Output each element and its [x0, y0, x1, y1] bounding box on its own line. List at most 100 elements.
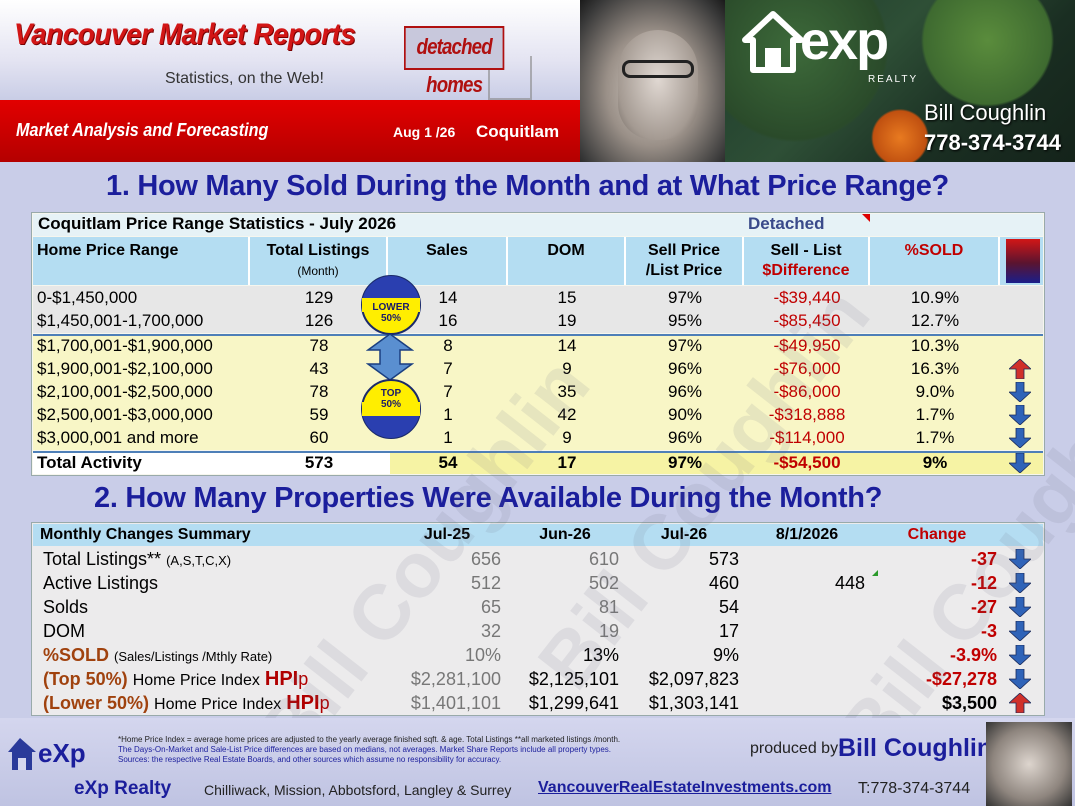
total-dom: 17 — [557, 453, 577, 472]
house-outline-icon — [488, 56, 532, 100]
summary-label: %SOLD (Sales/Listings /Mthly Rate) — [43, 645, 273, 665]
summary-current — [753, 667, 865, 691]
total-band-left — [33, 451, 390, 474]
summary-col-change: Change — [907, 526, 967, 543]
summary-jul26: $1,303,141 — [648, 693, 739, 713]
cell-pct: 16.3% — [910, 359, 960, 378]
cell-sales: 8 — [443, 336, 453, 355]
exp-logo-sub: REALTY — [868, 74, 919, 85]
footer-website-link[interactable]: VancouverRealEstateInvestments.com — [538, 779, 832, 796]
cell-ratio: 96% — [667, 359, 703, 378]
col-header-dom: DOM — [508, 237, 626, 285]
summary-jul26: 17 — [718, 621, 739, 641]
report-date: Aug 1 /26 — [393, 124, 456, 140]
cell-pct: 12.7% — [910, 311, 960, 330]
cell-listings: 59 — [309, 405, 329, 424]
top-badge-text: TOP 50% — [380, 388, 402, 410]
report-city: Coquitlam — [476, 122, 560, 141]
cell-dom: 42 — [557, 405, 577, 424]
summary-jun26: 19 — [598, 621, 619, 641]
cell-range: $3,000,001 and more — [37, 428, 199, 447]
summary-jul25: 656 — [470, 549, 501, 569]
total-sales: 54 — [438, 453, 458, 472]
cell-sales: 7 — [443, 359, 453, 378]
down-arrow-icon — [1009, 382, 1031, 402]
comment-marker-icon — [872, 570, 878, 576]
summary-label: Solds — [43, 597, 89, 617]
cell-dom: 9 — [562, 428, 572, 447]
section2-title: 2. How Many Properties Were Available Du… — [94, 482, 883, 514]
total-band-right — [390, 451, 1043, 474]
summary-jul25: 512 — [470, 573, 501, 593]
range-split-arrow-icon — [366, 334, 414, 380]
down-arrow-icon — [1009, 669, 1031, 689]
summary-jul25: 32 — [480, 621, 501, 641]
down-arrow-icon — [1009, 428, 1031, 448]
table-row: $2,100,001-$2,500,000 78 7 35 96% -$86,000 9.0… — [33, 380, 1043, 403]
up-arrow-icon — [1009, 359, 1031, 379]
agent-name: Bill Coughlin — [924, 100, 1047, 125]
cell-sales: 1 — [443, 405, 453, 424]
cell-range: $2,100,001-$2,500,000 — [37, 382, 213, 401]
header-red-bar — [0, 100, 580, 162]
upper-half-band — [33, 334, 1043, 450]
summary-current — [753, 619, 865, 643]
summary-current — [753, 547, 865, 571]
col-header-sales: Sales — [388, 237, 508, 285]
lower-50-badge — [361, 275, 421, 335]
cell-pct: 1.7% — [915, 405, 955, 424]
cell-range: $2,500,001-$3,000,000 — [37, 405, 213, 424]
summary-label: DOM — [43, 621, 85, 641]
comment-marker-icon — [862, 214, 870, 222]
lower-badge-text: LOWER 50% — [372, 302, 410, 324]
cell-listings: 43 — [309, 359, 329, 378]
footer-exp-logo-icon — [8, 738, 36, 770]
col-header-pct-sold: %SOLD — [870, 237, 1000, 285]
table-row: $3,000,001 and more 60 1 9 96% -$114,000 1.7% — [33, 426, 1043, 449]
summary-jul26: 460 — [708, 573, 739, 593]
agent-photo-glasses — [622, 60, 694, 78]
table-row: $1,900,001-$2,100,000 43 7 9 96% -$76,000 16.3… — [33, 357, 1043, 380]
summary-row: Solds 65 81 54 -27 — [33, 595, 1043, 619]
brand-title: Vancouver Market Reports — [14, 18, 356, 51]
cell-pct: 10.3% — [910, 336, 960, 355]
cell-ratio: 96% — [667, 382, 703, 401]
cell-listings: 60 — [309, 428, 329, 447]
cell-dom: 35 — [557, 382, 577, 401]
summary-col-jul25: Jul-25 — [423, 526, 471, 543]
total-ratio: 97% — [667, 453, 703, 472]
summary-jun26: 610 — [588, 549, 619, 569]
cell-ratio: 97% — [667, 336, 703, 355]
produced-by-label: produced by: — [750, 740, 843, 757]
summary-current: 448 — [834, 573, 865, 593]
cell-range: 0-$1,450,000 — [37, 288, 138, 307]
cell-pct: 10.9% — [910, 288, 960, 307]
summary-col-jul26: Jul-26 — [660, 526, 708, 543]
cell-listings: 78 — [309, 336, 329, 355]
cell-diff: -$318,888 — [768, 405, 846, 424]
table-row: $1,700,001-$1,900,000 78 8 14 97% -$49,950 10.… — [33, 334, 1043, 357]
total-down-arrow-icon — [1009, 453, 1031, 473]
summary-jul25: 65 — [480, 597, 501, 617]
col-header-sell-list: Sell Price/List Price — [626, 237, 744, 285]
summary-change: -3.9% — [949, 645, 997, 665]
cell-sales: 7 — [443, 382, 453, 401]
summary-jun26: 502 — [588, 573, 619, 593]
summary-jun26: $2,125,101 — [528, 669, 619, 689]
summary-jun26: 81 — [598, 597, 619, 617]
summary-jul26: 54 — [718, 597, 739, 617]
cell-range: $1,700,001-$1,900,000 — [37, 336, 213, 355]
summary-col-label: Monthly Changes Summary — [40, 526, 251, 543]
brand-tagline: Statistics, on the Web! — [165, 70, 324, 87]
summary-jul25: $1,401,101 — [410, 693, 501, 713]
summary-header-row — [33, 524, 1043, 546]
summary-jun26: $1,299,641 — [528, 693, 619, 713]
summary-jul25: 10% — [464, 645, 501, 665]
summary-label: Total Listings** (A,S,T,C,X) — [43, 549, 232, 569]
summary-label: Active Listings — [43, 573, 159, 593]
summary-jun26: 13% — [582, 645, 619, 665]
summary-label: (Lower 50%) Home Price Index HPIp — [43, 692, 330, 714]
exp-logo-text: exp — [800, 11, 889, 71]
summary-row: DOM 32 19 17 -3 — [33, 619, 1043, 643]
total-listings: 573 — [304, 453, 334, 472]
